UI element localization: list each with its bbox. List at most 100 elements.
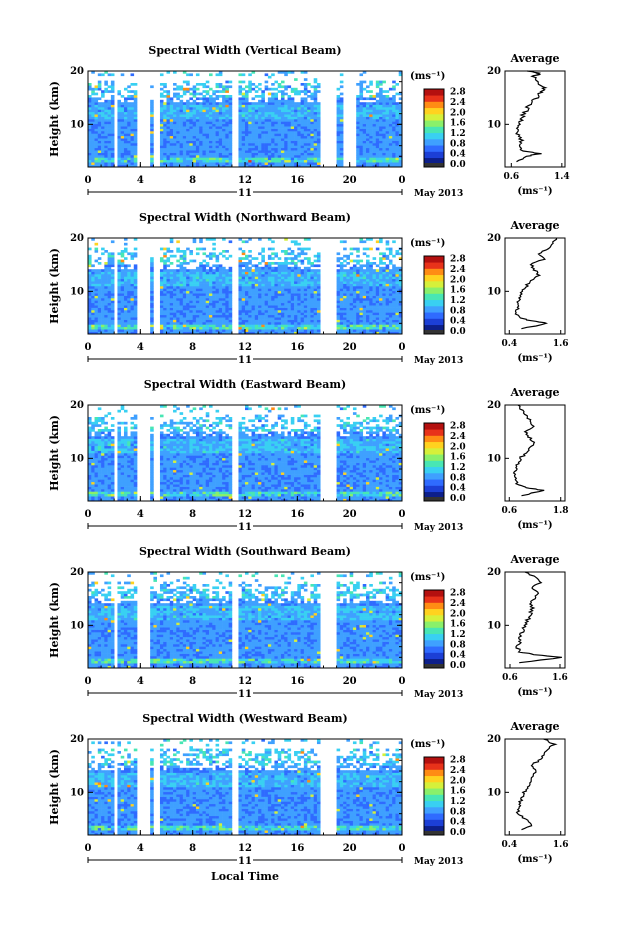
heatmap-cell [264, 162, 269, 165]
heatmap-cell [267, 278, 272, 282]
heatmap-cell [107, 133, 112, 137]
heatmap-cell [251, 317, 256, 320]
heatmap-cell [294, 128, 298, 132]
heatmap-cell [215, 128, 220, 132]
heatmap-cell [310, 300, 314, 304]
heatmap-cell [248, 155, 252, 158]
heatmap-cell [215, 147, 220, 151]
heatmap-cell [379, 150, 383, 153]
heatmap-cell [88, 143, 92, 146]
heatmap-cell [343, 329, 347, 332]
heatmap-cell [218, 107, 223, 110]
heatmap-cell [356, 329, 360, 332]
heatmap-cell [225, 329, 229, 332]
heatmap-cell [261, 140, 265, 144]
heatmap-cell [375, 324, 380, 328]
heatmap-cell [261, 147, 265, 151]
heatmap-cell [91, 90, 95, 93]
heatmap-cell [382, 145, 386, 149]
heatmap-cell [300, 317, 305, 320]
heatmap-cell [130, 145, 135, 149]
heatmap-cell [169, 143, 174, 146]
heatmap-cell [241, 257, 246, 260]
heatmap-cell [202, 111, 207, 115]
heatmap-cell [101, 312, 105, 316]
heatmap-cell [107, 116, 112, 120]
heatmap-cell [166, 331, 171, 335]
heatmap-cell [271, 150, 275, 153]
heatmap-cell [202, 145, 207, 149]
heatmap-cell [150, 111, 154, 115]
heatmap-cell [94, 116, 99, 120]
heatmap-cell [274, 143, 279, 146]
heatmap-cell [133, 331, 138, 335]
heatmap-cell [110, 276, 115, 280]
heatmap-cell [97, 271, 102, 275]
heatmap-cell [372, 152, 377, 156]
heatmap-cell [120, 164, 125, 168]
heatmap-cell [336, 252, 341, 256]
heatmap-cell [94, 128, 99, 132]
heatmap-cell [307, 293, 311, 296]
heatmap-cell [97, 319, 102, 323]
heatmap-cell [316, 288, 321, 292]
heatmap-cell [150, 128, 154, 132]
heatmap-cell [290, 319, 295, 323]
heatmap-cell [264, 293, 269, 296]
heatmap-cell [179, 271, 184, 275]
heatmap-cell [159, 99, 164, 103]
heatmap-cell [310, 145, 314, 149]
heatmap-cell [382, 150, 386, 153]
heatmap-cell [179, 152, 184, 156]
heatmap-cell [245, 164, 249, 168]
heatmap-cell [123, 97, 128, 101]
heatmap-cell [267, 162, 272, 165]
heatmap-cell [359, 111, 364, 115]
heatmap-cell [94, 135, 99, 139]
heatmap-cell [199, 322, 203, 325]
heatmap-cell [339, 286, 344, 289]
heatmap-cell [379, 83, 383, 86]
heatmap-cell [94, 274, 99, 277]
heatmap-cell [104, 293, 108, 296]
heatmap-cell [222, 293, 226, 296]
heatmap-cell [133, 288, 138, 292]
heatmap-cell [313, 288, 318, 292]
heatmap-cell [91, 293, 95, 296]
heatmap-cell [267, 281, 272, 284]
heatmap-cell [179, 147, 184, 151]
heatmap-cell [107, 155, 112, 158]
heatmap-cell [261, 331, 265, 335]
heatmap-cell [248, 143, 252, 146]
heatmap-cell [150, 266, 154, 270]
heatmap-cell [176, 312, 180, 316]
heatmap-cell [215, 138, 220, 141]
heatmap-cell [287, 95, 292, 98]
heatmap-cell [173, 274, 177, 277]
heatmap-cell [287, 123, 292, 127]
heatmap-cell [91, 310, 95, 313]
heatmap-cell [359, 126, 364, 129]
heatmap-cell [356, 97, 360, 101]
heatmap-cell [94, 126, 99, 129]
heatmap-cell [294, 300, 298, 304]
heatmap-cell [310, 114, 314, 117]
heatmap-cell [388, 159, 393, 163]
heatmap-cell [159, 329, 164, 332]
heatmap-cell [372, 147, 377, 151]
heatmap-cell [120, 131, 125, 134]
heatmap-cell [388, 116, 393, 120]
heatmap-cell [254, 331, 259, 335]
heatmap-cell [307, 283, 311, 287]
heatmap-cell [107, 262, 112, 265]
heatmap-cell [120, 128, 125, 132]
heatmap-cell [267, 92, 272, 96]
heatmap-cell [313, 283, 318, 287]
heatmap-cell [264, 87, 269, 91]
heatmap-cell [339, 121, 344, 125]
heatmap-cell [251, 135, 256, 139]
heatmap-cell [94, 140, 99, 144]
heatmap-cell [303, 322, 308, 325]
heatmap-cell [245, 104, 249, 108]
heatmap-cell [241, 152, 246, 156]
